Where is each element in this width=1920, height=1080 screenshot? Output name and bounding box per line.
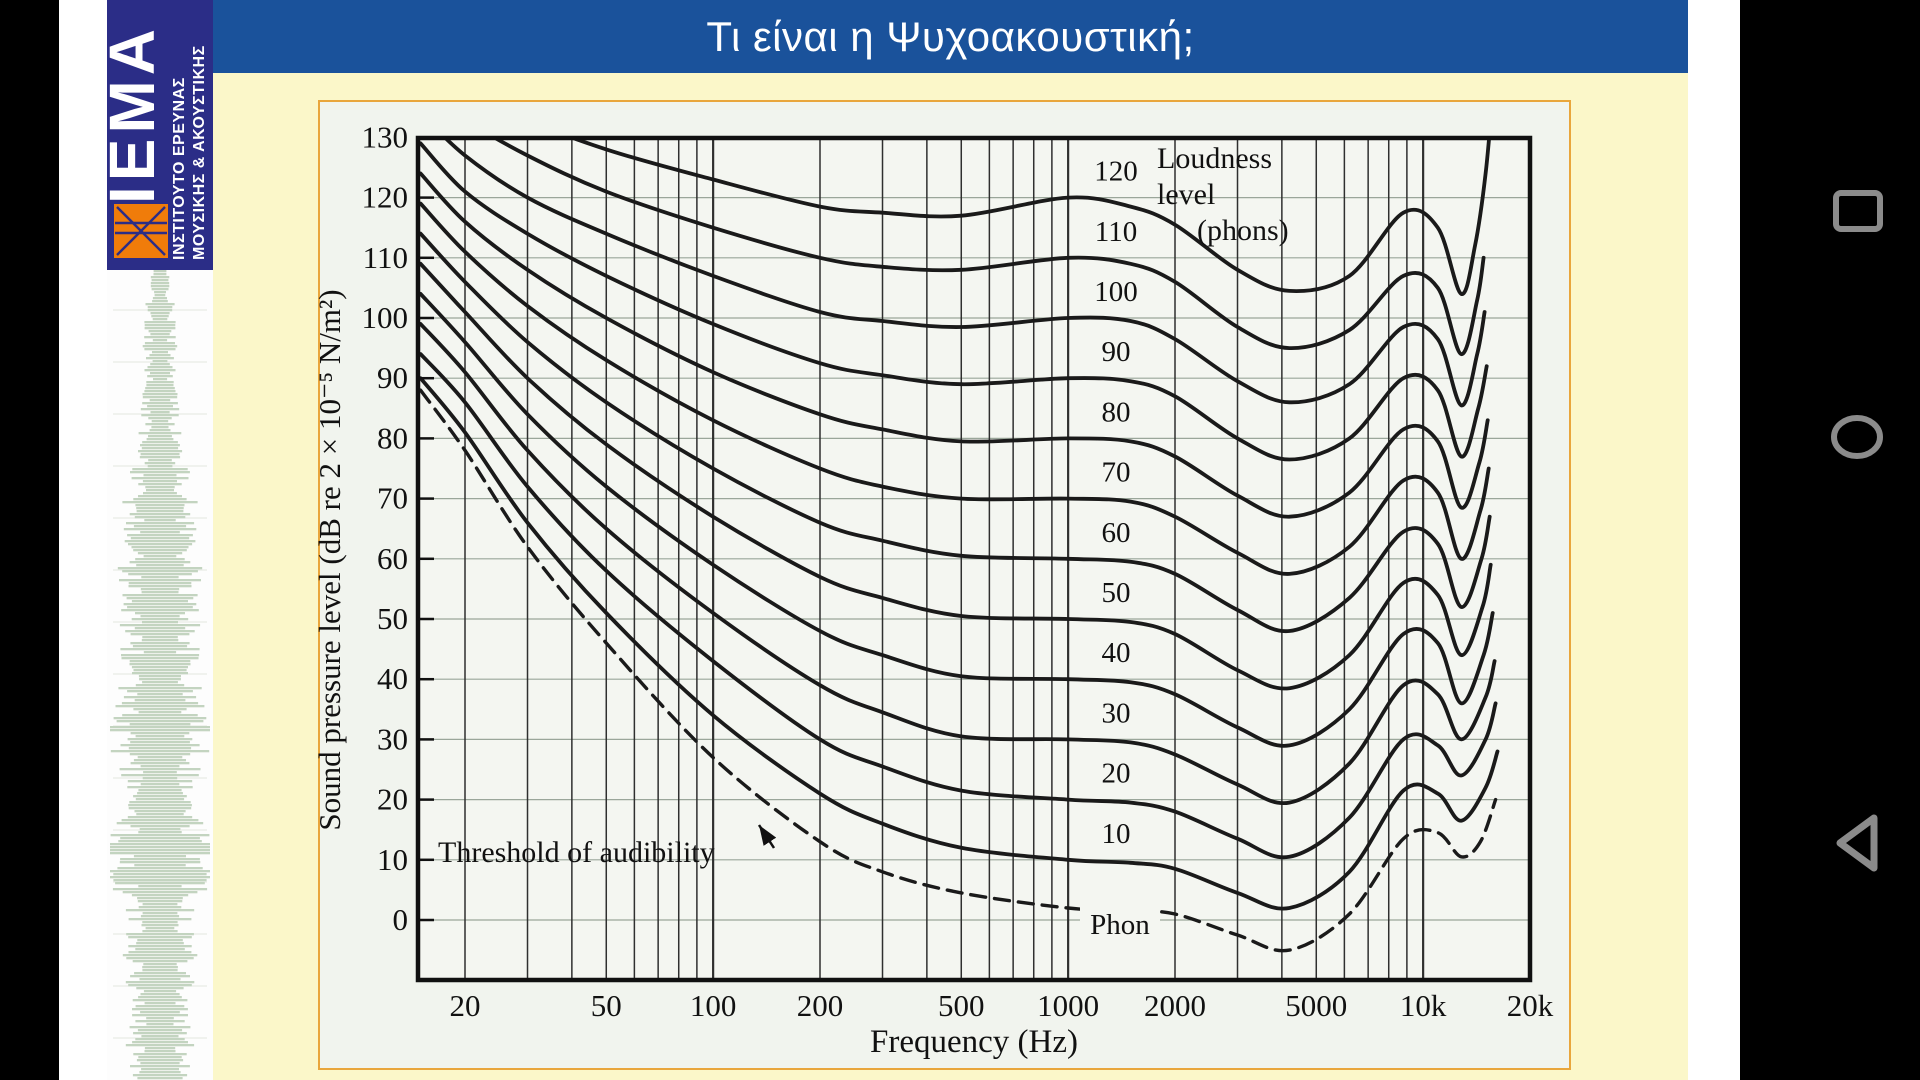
y-tick-label: 10 xyxy=(377,842,408,877)
curve-label-80: 80 xyxy=(1102,396,1131,428)
circle-icon xyxy=(1831,415,1883,459)
threshold-arrow xyxy=(757,824,777,849)
contour-100-phon xyxy=(442,138,1487,408)
y-tick-label: 130 xyxy=(362,119,409,154)
triangle-left-icon xyxy=(1836,814,1878,872)
contour-120-phon xyxy=(567,138,1492,296)
waveform-icon xyxy=(110,270,210,1080)
y-tick-label: 80 xyxy=(377,420,408,455)
curve-label-70: 70 xyxy=(1102,457,1131,489)
institute-name-line2: ΜΟΥΣΙΚΗΣ & ΑΚΟΥΣΤΙΚΗΣ xyxy=(191,45,208,260)
contour-10-phon xyxy=(418,376,1500,911)
y-tick-label: 50 xyxy=(377,601,408,636)
curve-label-30: 30 xyxy=(1102,697,1131,729)
curve-label-120: 120 xyxy=(1094,156,1138,188)
x-tick-label: 50 xyxy=(591,988,622,1023)
home-button[interactable] xyxy=(1830,414,1884,460)
x-tick-label: 20 xyxy=(450,988,481,1023)
x-tick-label: 2000 xyxy=(1144,988,1206,1023)
contour-90-phon xyxy=(418,141,1489,462)
threshold-label: Threshold of audibility xyxy=(438,836,715,869)
equal-loudness-chart-panel: 0 10 20 30 40 50 60 70 80 90 100 110 120 130 20 50 100 20… xyxy=(318,100,1571,1070)
y-tick-label: 30 xyxy=(377,721,408,756)
x-tick-label: 5000 xyxy=(1285,988,1347,1023)
presentation-slide: Τι είναι η Ψυχοακουστική; 0 10 20 30 40 50 60 7… xyxy=(213,0,1688,1080)
contour-110-phon xyxy=(491,138,1486,357)
slide-sidebar: IEMA ΙΝΣΤΙΤΟΥΤΟ ΕΡΕΥΝΑΣ ΜΟΥΣΙΚΗΣ & ΑΚΟΥΣ… xyxy=(96,0,213,1080)
x-tick-label: 100 xyxy=(690,988,737,1023)
x-tick-label: 1000 xyxy=(1037,988,1099,1023)
android-nav-bar xyxy=(1740,0,1920,1080)
y-tick-label: 0 xyxy=(393,902,409,937)
slide-title-bar: Τι είναι η Ψυχοακουστική; xyxy=(213,0,1688,73)
back-button[interactable] xyxy=(1832,812,1880,874)
y-tick-label: 110 xyxy=(363,240,408,275)
y-tick-label: 120 xyxy=(362,180,409,215)
phon-axis-label: Phon xyxy=(1090,909,1150,941)
y-tick-label: 60 xyxy=(377,541,408,576)
contour-threshold xyxy=(418,388,1498,953)
legend-line: level xyxy=(1157,178,1215,211)
iema-logo-banner: IEMA ΙΝΣΤΙΤΟΥΤΟ ΕΡΕΥΝΑΣ ΜΟΥΣΙΚΗΣ & ΑΚΟΥΣ… xyxy=(96,0,213,270)
audio-waveform-panel xyxy=(107,270,213,1080)
y-tick-label: 100 xyxy=(362,300,409,335)
curve-label-90: 90 xyxy=(1102,336,1131,368)
legend-line: (phons) xyxy=(1197,214,1289,247)
x-tick-label: 500 xyxy=(938,988,985,1023)
curve-label-100: 100 xyxy=(1094,276,1138,308)
curve-label-40: 40 xyxy=(1102,637,1131,669)
y-tick-label: 90 xyxy=(377,360,408,395)
y-axis-title: Sound pressure level (dB re 2 × 10⁻⁵ N/m… xyxy=(318,289,347,830)
y-tick-label: 70 xyxy=(377,481,408,516)
contour-60-phon xyxy=(418,231,1492,633)
square-icon xyxy=(1833,190,1883,232)
y-tick-label: 20 xyxy=(377,782,408,817)
equal-loudness-contours-chart: 0 10 20 30 40 50 60 70 80 90 100 110 120 130 20 50 100 20… xyxy=(318,119,1554,1060)
iema-logo-mark-icon xyxy=(114,204,168,258)
contour-50-phon xyxy=(418,261,1493,691)
y-tick-label: 40 xyxy=(377,661,408,696)
right-white-strip xyxy=(1688,0,1740,1080)
contour-30-phon xyxy=(418,322,1497,806)
x-tick-label: 200 xyxy=(797,988,844,1023)
x-axis-title: Frequency (Hz) xyxy=(870,1024,1078,1060)
curve-label-110: 110 xyxy=(1095,216,1137,248)
contour-40-phon xyxy=(418,292,1495,748)
curve-label-10: 10 xyxy=(1102,818,1131,850)
slide-title: Τι είναι η Ψυχοακουστική; xyxy=(706,12,1195,60)
curve-label-60: 60 xyxy=(1102,517,1131,549)
curve-label-50: 50 xyxy=(1102,577,1131,609)
recents-button[interactable] xyxy=(1832,189,1884,233)
contour-70-phon xyxy=(418,201,1491,576)
curve-label-20: 20 xyxy=(1102,758,1131,790)
contour-80-phon xyxy=(418,171,1490,519)
legend-line: Loudness xyxy=(1157,142,1272,175)
left-white-strip xyxy=(59,0,107,1080)
contour-20-phon xyxy=(418,352,1498,860)
x-tick-label: 10k xyxy=(1400,988,1447,1023)
iema-logo-text: IEMA xyxy=(96,24,168,204)
x-tick-label: 20k xyxy=(1507,988,1554,1023)
institute-name-line1: ΙΝΣΤΙΤΟΥΤΟ ΕΡΕΥΝΑΣ xyxy=(171,77,188,260)
